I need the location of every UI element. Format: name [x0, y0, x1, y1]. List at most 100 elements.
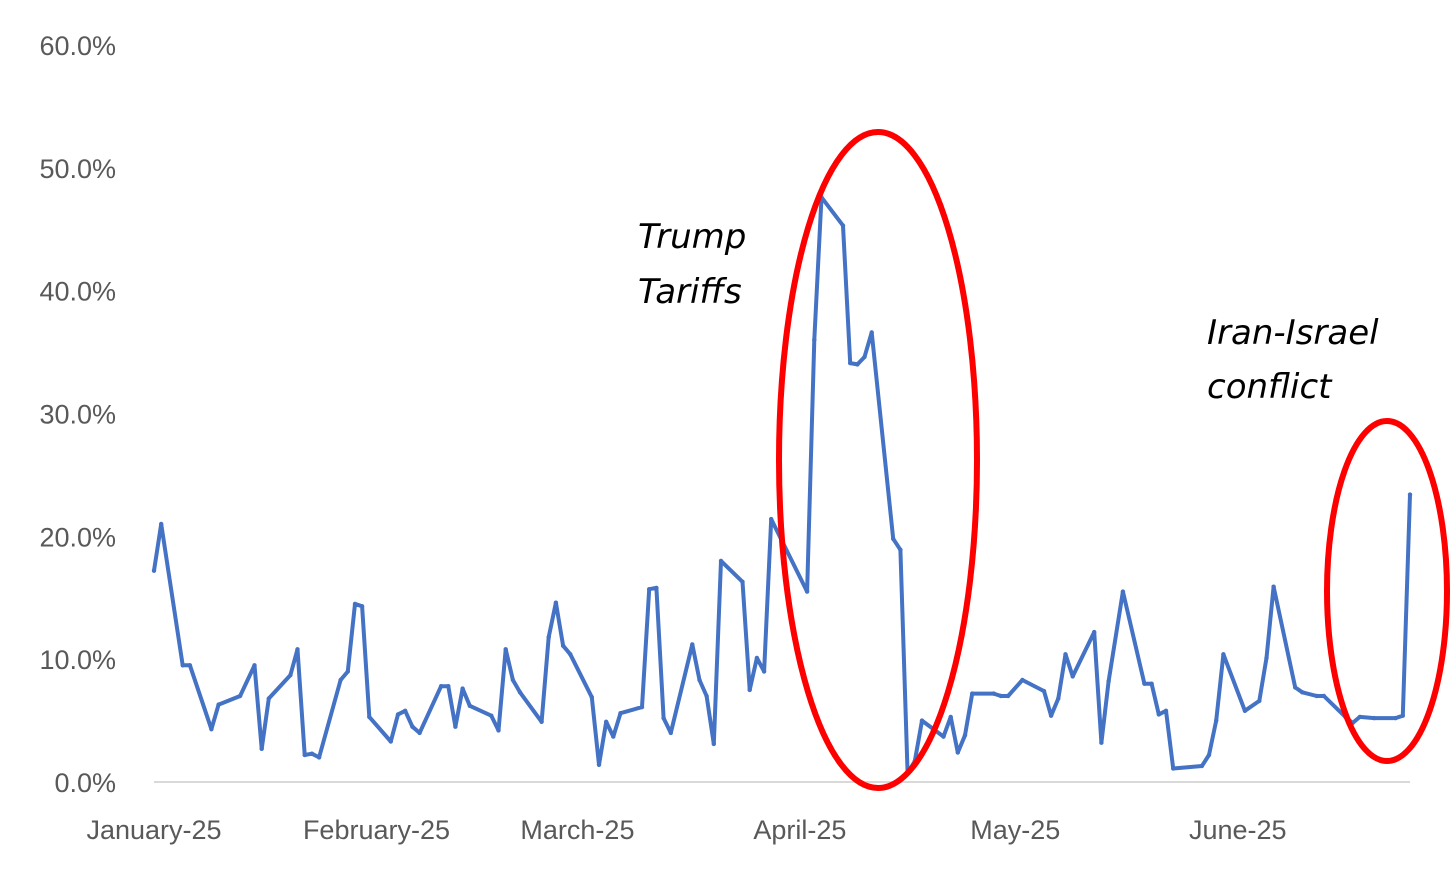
- data-point: [367, 714, 372, 720]
- data-point: [395, 712, 401, 717]
- data-point: [618, 711, 623, 716]
- data-point: [266, 696, 271, 701]
- data-point: [970, 691, 975, 696]
- data-point: [1371, 715, 1377, 721]
- data-point: [647, 587, 652, 592]
- data-point: [1407, 492, 1413, 497]
- data-point: [151, 568, 157, 573]
- y-tick-label: 50.0%: [39, 154, 116, 184]
- data-point: [1400, 713, 1406, 718]
- data-point: [446, 684, 451, 689]
- data-point: [259, 746, 264, 751]
- annotation-text: Tariffs: [638, 272, 742, 312]
- data-point: [302, 752, 307, 758]
- data-point: [955, 750, 960, 755]
- data-point: [991, 691, 996, 696]
- data-point: [604, 719, 609, 724]
- data-point: [553, 600, 559, 605]
- data-point: [747, 687, 752, 693]
- data-point: [711, 741, 716, 747]
- data-point: [611, 734, 616, 739]
- data-point: [1041, 688, 1047, 694]
- data-point: [1321, 693, 1327, 699]
- data-point: [1156, 712, 1162, 717]
- y-tick-label: 60.0%: [39, 31, 116, 61]
- data-point: [919, 718, 925, 723]
- data-point: [1206, 752, 1212, 758]
- data-point: [388, 739, 393, 744]
- data-point: [948, 714, 953, 720]
- highlight-ellipse: [776, 129, 980, 791]
- data-point: [1070, 674, 1075, 679]
- y-tick-label: 0.0%: [54, 768, 116, 798]
- data-point: [697, 677, 702, 683]
- y-axis-tick-labels: 0.0% 10.0% 20.0% 30.0% 40.0% 50.0% 60.0%: [39, 31, 116, 798]
- data-point: [1221, 652, 1226, 657]
- data-point: [998, 693, 1004, 699]
- data-point: [1242, 708, 1248, 713]
- data-point: [187, 663, 193, 668]
- data-point: [489, 713, 494, 718]
- data-point: [517, 690, 523, 695]
- data-point: [840, 223, 846, 228]
- data-point: [453, 724, 458, 729]
- data-point: [359, 604, 365, 609]
- data-point: [568, 652, 573, 657]
- data-point: [1199, 763, 1205, 769]
- data-point: [661, 715, 666, 721]
- data-point: [1171, 766, 1176, 771]
- data-point: [1357, 714, 1363, 720]
- data-point: [180, 663, 185, 668]
- data-point: [316, 755, 322, 760]
- data-point: [1142, 681, 1147, 686]
- data-point: [237, 693, 243, 699]
- data-point: [1300, 690, 1305, 695]
- data-point: [704, 693, 709, 699]
- data-point: [596, 762, 602, 767]
- data-point: [209, 727, 214, 732]
- data-point: [410, 724, 415, 729]
- data-point: [812, 337, 817, 342]
- data-point: [560, 643, 566, 648]
- data-point: [1149, 681, 1154, 686]
- data-point: [855, 362, 860, 367]
- data-point: [1257, 698, 1262, 704]
- y-tick-label: 40.0%: [39, 277, 116, 307]
- x-tick-label: June-25: [1189, 815, 1287, 845]
- data-point: [309, 751, 315, 756]
- annotation-text: conflict: [1207, 367, 1333, 407]
- data-point: [761, 669, 767, 674]
- x-axis-tick-labels: January-25 February-25 March-25 April-25 May…: [86, 815, 1286, 845]
- data-point: [1020, 677, 1025, 683]
- data-point: [216, 702, 221, 707]
- data-point: [1264, 655, 1269, 661]
- data-point: [503, 647, 508, 652]
- x-tick-label: April-25: [753, 815, 846, 845]
- data-point: [668, 730, 673, 736]
- data-point: [1271, 584, 1276, 589]
- data-point: [1056, 696, 1061, 701]
- data-point: [467, 703, 472, 708]
- data-point: [460, 686, 465, 691]
- annotation-text: Iran-Israel: [1207, 313, 1379, 353]
- data-point: [1120, 589, 1126, 594]
- data-point: [690, 642, 695, 647]
- y-tick-label: 10.0%: [39, 645, 116, 675]
- data-point: [1063, 652, 1068, 657]
- data-point: [1005, 693, 1011, 699]
- data-point: [352, 601, 358, 607]
- y-tick-label: 20.0%: [39, 522, 116, 552]
- data-point: [288, 672, 293, 678]
- data-point: [252, 663, 257, 668]
- data-point: [654, 585, 659, 591]
- data-point: [848, 360, 853, 366]
- data-point: [338, 677, 343, 683]
- highlight-ellipse: [1324, 418, 1450, 764]
- data-point: [159, 521, 164, 527]
- data-point: [546, 634, 551, 640]
- data-point: [1092, 629, 1097, 635]
- data-point: [345, 669, 350, 674]
- data-point: [417, 730, 422, 736]
- data-point: [1393, 715, 1398, 721]
